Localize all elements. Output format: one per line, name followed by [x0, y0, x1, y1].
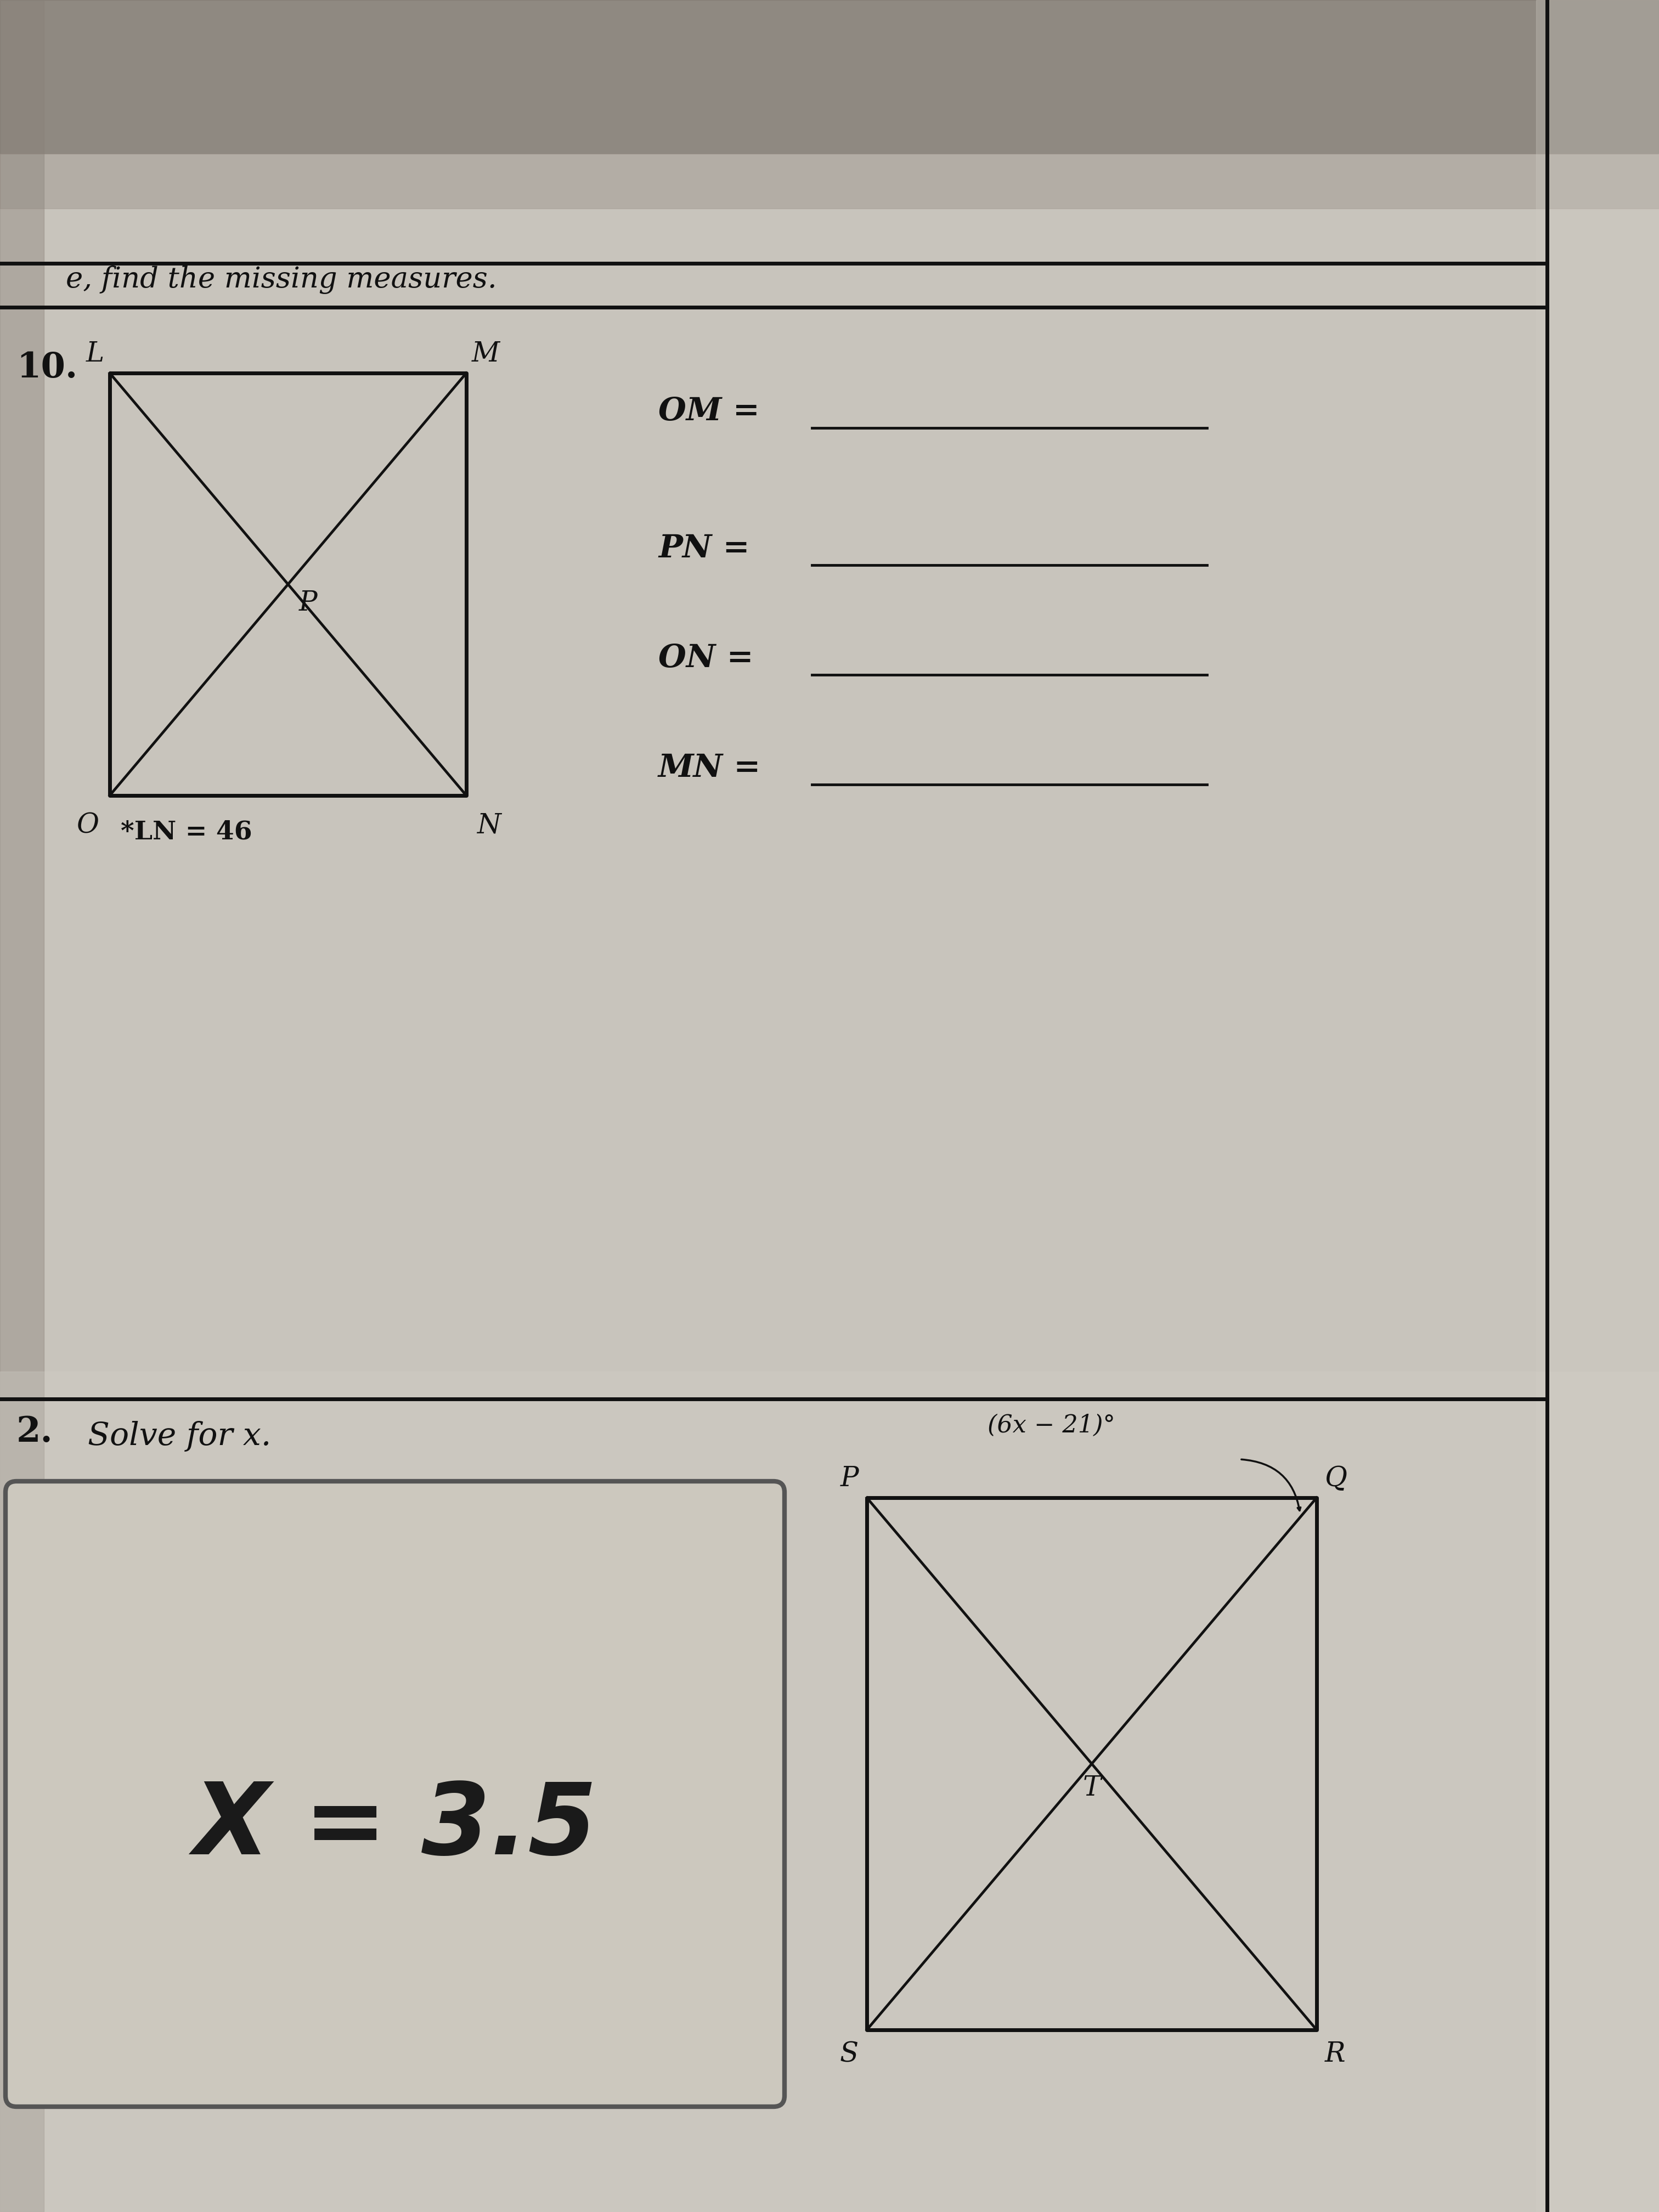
Text: Q: Q — [1326, 1464, 1347, 1493]
Text: OM =: OM = — [659, 396, 760, 427]
Text: L: L — [86, 341, 105, 367]
Text: Solve for x.: Solve for x. — [88, 1420, 270, 1451]
Text: 2.: 2. — [17, 1416, 53, 1449]
Text: e, find the missing measures.: e, find the missing measures. — [66, 265, 496, 294]
Text: PN =: PN = — [659, 533, 750, 564]
Text: T: T — [1083, 1774, 1102, 1803]
Text: O: O — [76, 812, 100, 838]
Text: MN =: MN = — [659, 752, 761, 783]
Text: S: S — [839, 2042, 859, 2068]
Text: 10.: 10. — [17, 352, 78, 385]
Text: R: R — [1326, 2042, 1345, 2068]
Text: N: N — [478, 812, 501, 838]
Text: P: P — [839, 1464, 859, 1493]
Text: M: M — [471, 341, 499, 367]
Text: ON =: ON = — [659, 644, 753, 675]
FancyBboxPatch shape — [5, 1482, 785, 2106]
Text: *LN = 46: *LN = 46 — [121, 821, 252, 845]
Text: X = 3.5: X = 3.5 — [192, 1778, 597, 1876]
Text: P: P — [299, 591, 317, 617]
Text: (6x − 21)°: (6x − 21)° — [987, 1413, 1115, 1438]
